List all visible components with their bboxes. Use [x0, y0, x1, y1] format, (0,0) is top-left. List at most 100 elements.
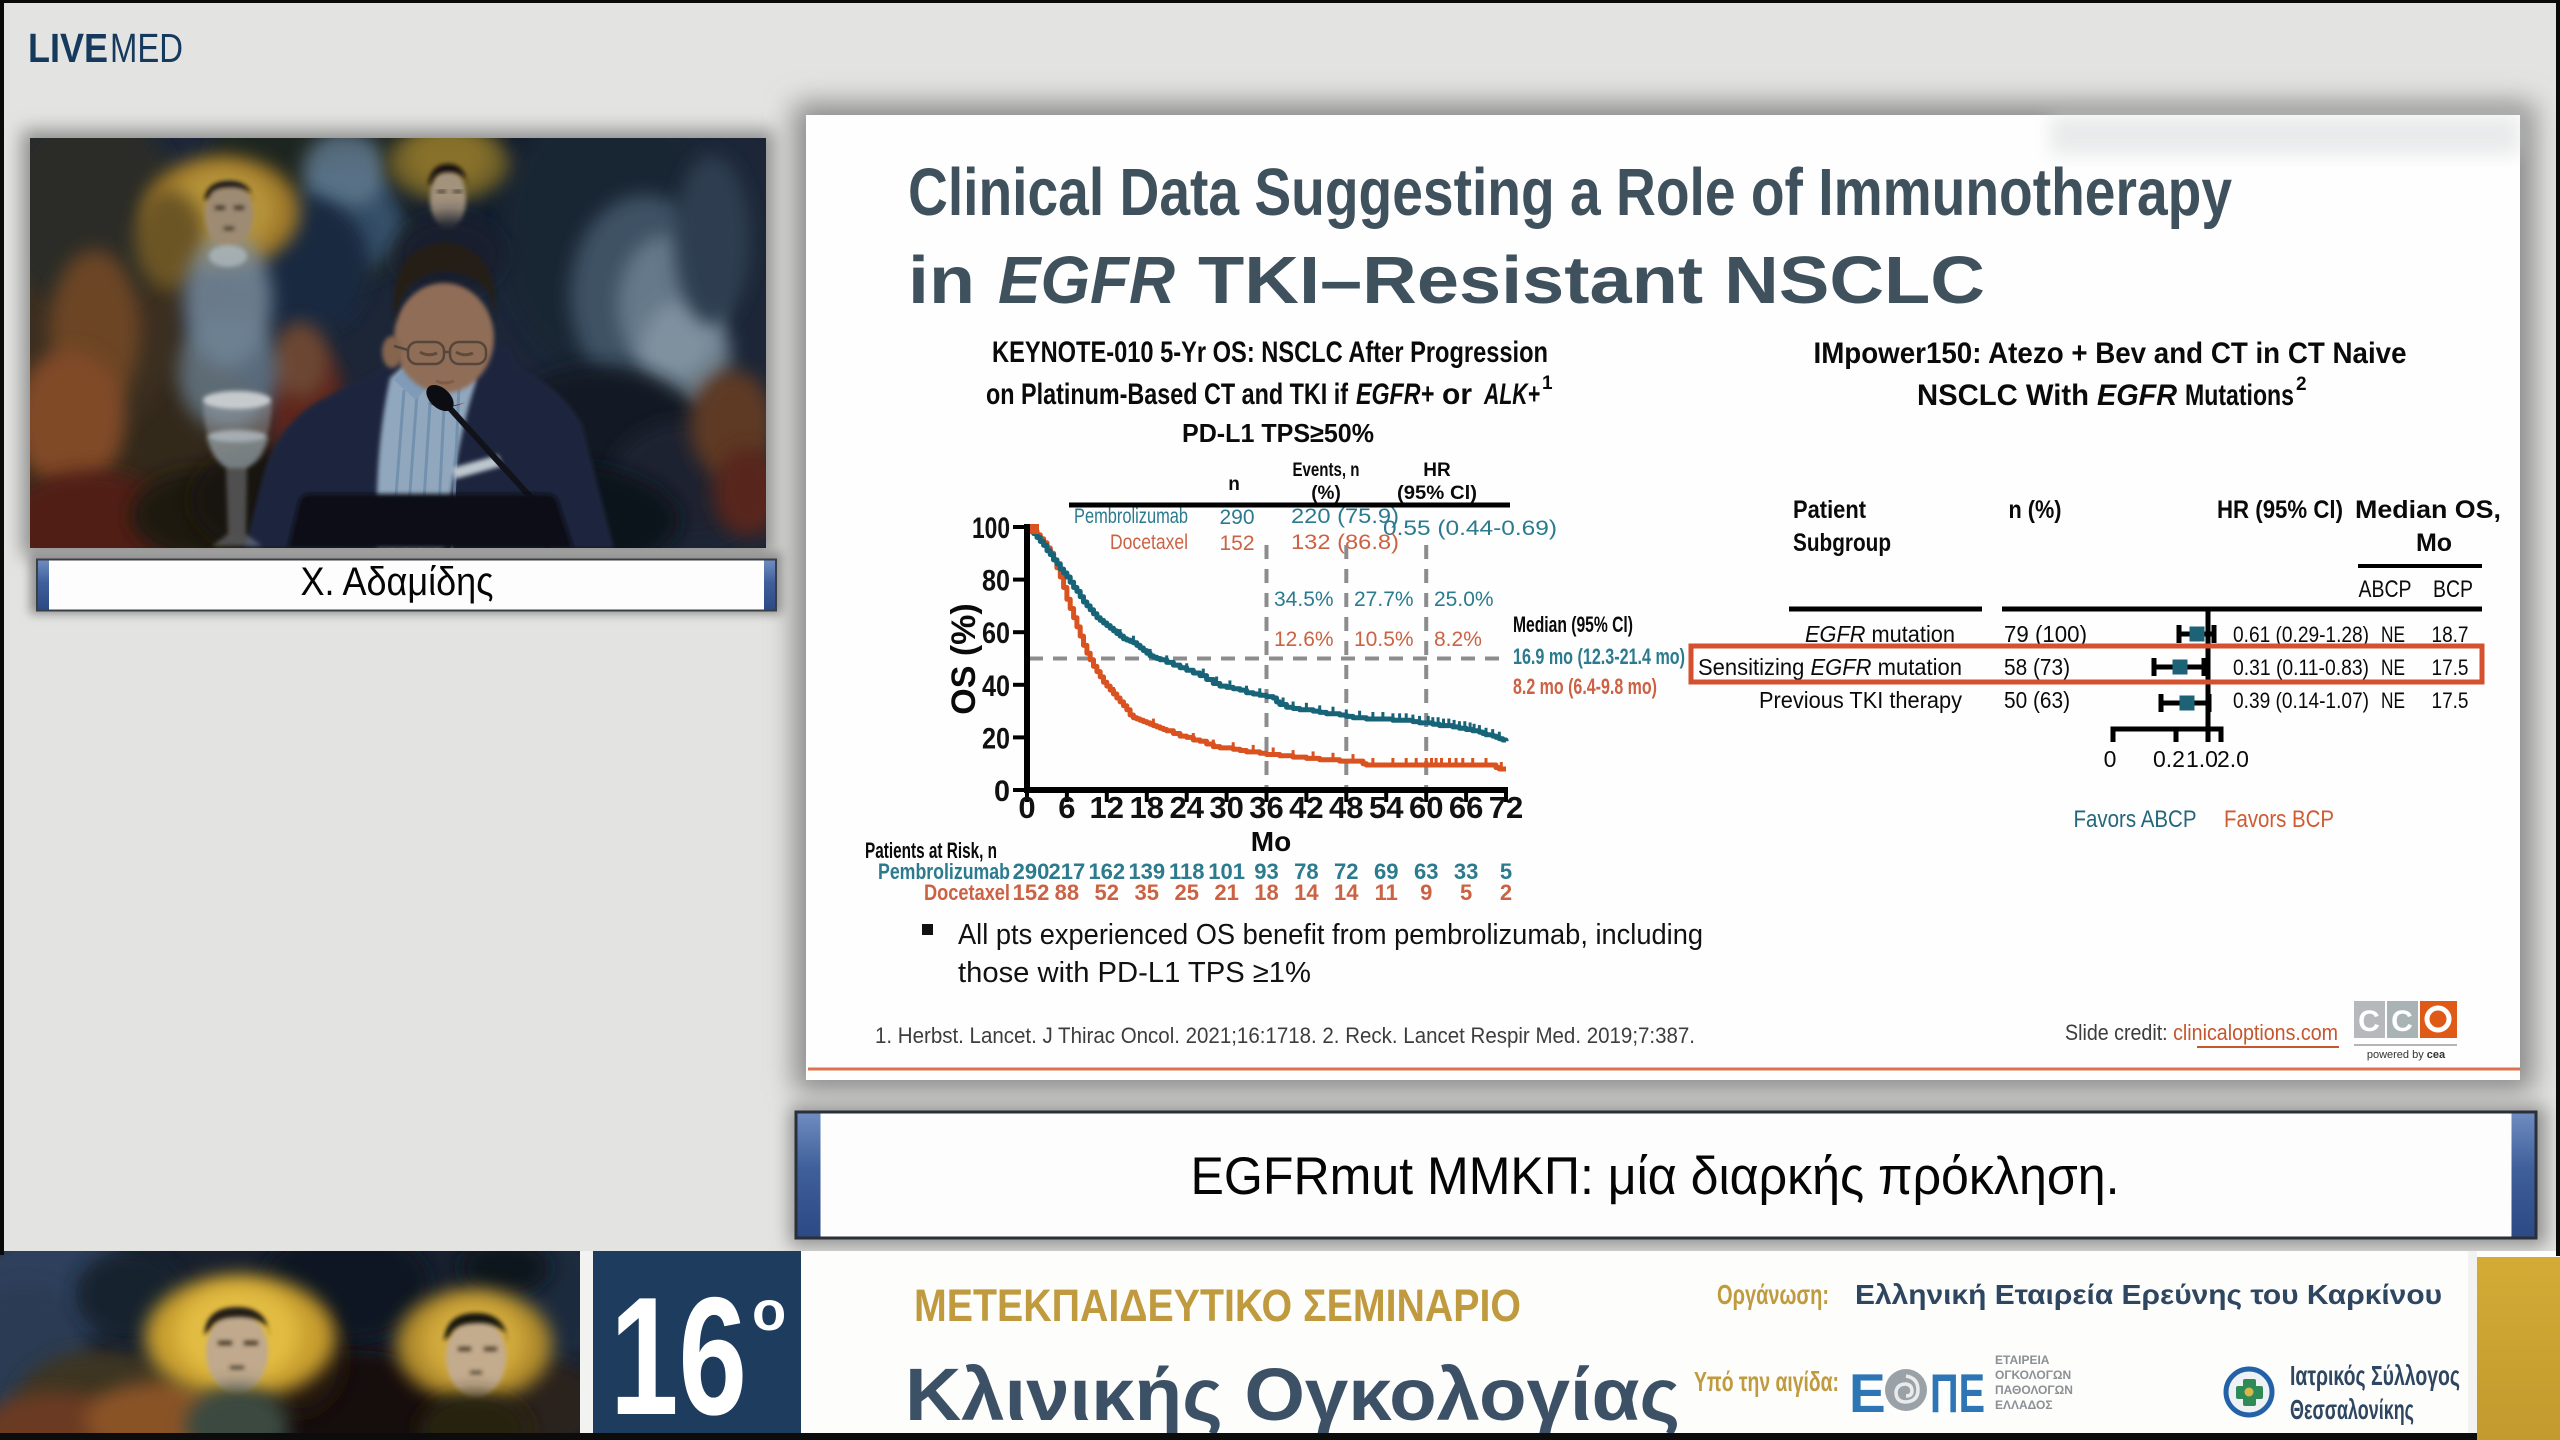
svg-text:Ελληνική Εταιρεία Ερεύνης του: Ελληνική Εταιρεία Ερεύνης του Καρκίνου — [1855, 1279, 2442, 1310]
svg-text:Sensitizing EGFR mutation: Sensitizing EGFR mutation — [1698, 654, 1962, 680]
svg-text:C: C — [2358, 1005, 2380, 1038]
svg-text:(95% Cl): (95% Cl) — [1397, 483, 1477, 504]
svg-text:ΠΑΘΟΛΟΓΩΝ: ΠΑΘΟΛΟΓΩΝ — [1995, 1383, 2073, 1397]
svg-text:69: 69 — [1374, 859, 1398, 884]
svg-text:30: 30 — [1209, 790, 1243, 825]
svg-text:0.39 (0.14-1.07): 0.39 (0.14-1.07) — [2233, 688, 2369, 713]
svg-text:IMpower150: Atezo + Bev and CT: IMpower150: Atezo + Bev and CT in CT Nai… — [1814, 337, 2407, 370]
svg-text:11: 11 — [1375, 880, 1398, 905]
svg-text:42: 42 — [1289, 790, 1323, 825]
svg-text:88: 88 — [1055, 880, 1079, 905]
svg-text:50 (63): 50 (63) — [2004, 687, 2070, 713]
svg-text:1: 1 — [1542, 373, 1553, 394]
svg-text:80: 80 — [982, 565, 1010, 598]
svg-text:o: o — [752, 1279, 786, 1342]
svg-text:220 (75.9): 220 (75.9) — [1291, 505, 1399, 528]
svg-text:ALK+: ALK+ — [1483, 378, 1540, 411]
svg-text:25.0%: 25.0% — [1434, 588, 1494, 611]
svg-text:54: 54 — [1369, 790, 1404, 825]
svg-text:OS (%): OS (%) — [945, 603, 983, 714]
svg-text:Patients at Risk, n: Patients at Risk, n — [865, 838, 997, 863]
svg-text:78: 78 — [1294, 859, 1318, 884]
svg-text:NSCLC With: NSCLC With — [1917, 379, 2089, 412]
svg-text:132 (86.8): 132 (86.8) — [1291, 531, 1399, 554]
svg-text:Mo: Mo — [2416, 529, 2452, 557]
svg-text:16.9 mo (12.3-21.4 mo): 16.9 mo (12.3-21.4 mo) — [1513, 644, 1685, 669]
svg-text:Pembrolizumab: Pembrolizumab — [1074, 505, 1188, 528]
svg-text:5: 5 — [1500, 859, 1512, 884]
svg-text:EGFRmut ΜΜΚΠ: μία διαρκής πρόκ: EGFRmut ΜΜΚΠ: μία διαρκής πρόκληση. — [1191, 1147, 2120, 1206]
svg-text:(%): (%) — [1311, 483, 1341, 504]
svg-text:21: 21 — [1214, 880, 1238, 905]
svg-text:Subgroup: Subgroup — [1793, 529, 1891, 557]
svg-text:PD-L1 TPS≥50%: PD-L1 TPS≥50% — [1182, 418, 1374, 448]
svg-text:58 (73): 58 (73) — [2004, 654, 2070, 680]
svg-text:1.0: 1.0 — [2186, 746, 2218, 772]
svg-text:NE: NE — [2381, 655, 2405, 680]
svg-text:powered by cea: powered by cea — [2367, 1049, 2446, 1061]
svg-text:27.7%: 27.7% — [1354, 588, 1414, 611]
svg-text:118: 118 — [1169, 859, 1205, 884]
svg-text:ABCP: ABCP — [2359, 576, 2412, 603]
svg-text:C: C — [2391, 1005, 2413, 1038]
svg-text:8.2%: 8.2% — [1434, 628, 1482, 651]
svg-text:Events, n: Events, n — [1293, 460, 1360, 481]
svg-text:EGFR: EGFR — [998, 243, 1175, 318]
svg-text:Favors ABCP: Favors ABCP — [2074, 806, 2197, 833]
svg-text:Docetaxel: Docetaxel — [1110, 531, 1188, 554]
svg-text:6: 6 — [1058, 790, 1075, 825]
svg-text:18: 18 — [1130, 790, 1164, 825]
svg-text:24: 24 — [1169, 790, 1204, 825]
svg-text:NE: NE — [2381, 622, 2405, 647]
svg-text:63: 63 — [1414, 859, 1438, 884]
svg-text:Median OS,: Median OS, — [2355, 496, 2501, 524]
svg-text:HR: HR — [1423, 460, 1451, 481]
svg-text:0: 0 — [2104, 746, 2117, 772]
svg-text:35: 35 — [1135, 880, 1159, 905]
svg-text:on Platinum-Based CT and TKI i: on Platinum-Based CT and TKI if — [986, 378, 1349, 411]
svg-text:or: or — [1442, 378, 1472, 411]
svg-text:ΕΛΛΑΔΟΣ: ΕΛΛΑΔΟΣ — [1995, 1398, 2053, 1412]
svg-text:290: 290 — [1013, 859, 1050, 884]
svg-text:n: n — [1228, 474, 1240, 495]
svg-text:79 (100): 79 (100) — [2004, 621, 2087, 647]
svg-text:Favors BCP: Favors BCP — [2224, 806, 2334, 833]
svg-text:ΠE: ΠE — [1930, 1362, 1985, 1424]
svg-text:Pembrolizumab: Pembrolizumab — [878, 859, 1010, 884]
svg-text:EGFR+: EGFR+ — [1356, 378, 1434, 411]
svg-text:n (%): n (%) — [2009, 496, 2062, 524]
svg-text:152: 152 — [1219, 532, 1254, 555]
svg-text:101: 101 — [1208, 859, 1245, 884]
svg-text:17.5: 17.5 — [2432, 688, 2469, 713]
svg-text:72: 72 — [1489, 790, 1523, 825]
svg-text:12: 12 — [1090, 790, 1124, 825]
svg-text:93: 93 — [1254, 859, 1278, 884]
svg-text:162: 162 — [1088, 859, 1125, 884]
svg-text:ΟΓΚΟΛΟΓΩΝ: ΟΓΚΟΛΟΓΩΝ — [1995, 1368, 2071, 1382]
svg-text:Οργάνωση:: Οργάνωση: — [1717, 1279, 1829, 1310]
svg-text:BCP: BCP — [2433, 576, 2473, 603]
svg-text:5: 5 — [1460, 880, 1472, 905]
svg-text:100: 100 — [972, 512, 1010, 545]
svg-text:Mutations: Mutations — [2185, 379, 2294, 412]
svg-text:Clinical Data Suggesting a Rol: Clinical Data Suggesting a Role of Immun… — [908, 155, 2232, 230]
svg-text:12.6%: 12.6% — [1274, 628, 1334, 651]
svg-text:14: 14 — [1334, 880, 1359, 905]
svg-text:EGFR mutation: EGFR mutation — [1805, 621, 1955, 647]
svg-text:TKI–Resistant NSCLC: TKI–Resistant NSCLC — [1198, 243, 1985, 318]
svg-text:0.61 (0.29-1.28): 0.61 (0.29-1.28) — [2233, 622, 2369, 647]
svg-text:0: 0 — [994, 775, 1010, 808]
svg-text:HR (95% Cl): HR (95% Cl) — [2217, 496, 2343, 524]
svg-text:Θεσσαλονίκης: Θεσσαλονίκης — [2290, 1394, 2414, 1425]
svg-text:2: 2 — [1500, 880, 1512, 905]
svg-text:0: 0 — [1018, 790, 1035, 825]
svg-text:14: 14 — [1294, 880, 1319, 905]
svg-text:10.5%: 10.5% — [1354, 628, 1414, 651]
svg-text:Χ. Αδαμίδης: Χ. Αδαμίδης — [301, 560, 494, 604]
svg-text:All pts experienced OS benefit: All pts experienced OS benefit from pemb… — [958, 919, 1703, 951]
svg-text:Median (95% Cl): Median (95% Cl) — [1513, 612, 1633, 637]
svg-text:1. Herbst. Lancet. J Thirac On: 1. Herbst. Lancet. J Thirac Oncol. 2021;… — [875, 1023, 1695, 1048]
svg-text:17.5: 17.5 — [2432, 655, 2469, 680]
svg-text:Mo: Mo — [1251, 826, 1291, 857]
svg-text:8.2 mo (6.4-9.8 mo): 8.2 mo (6.4-9.8 mo) — [1513, 674, 1657, 699]
